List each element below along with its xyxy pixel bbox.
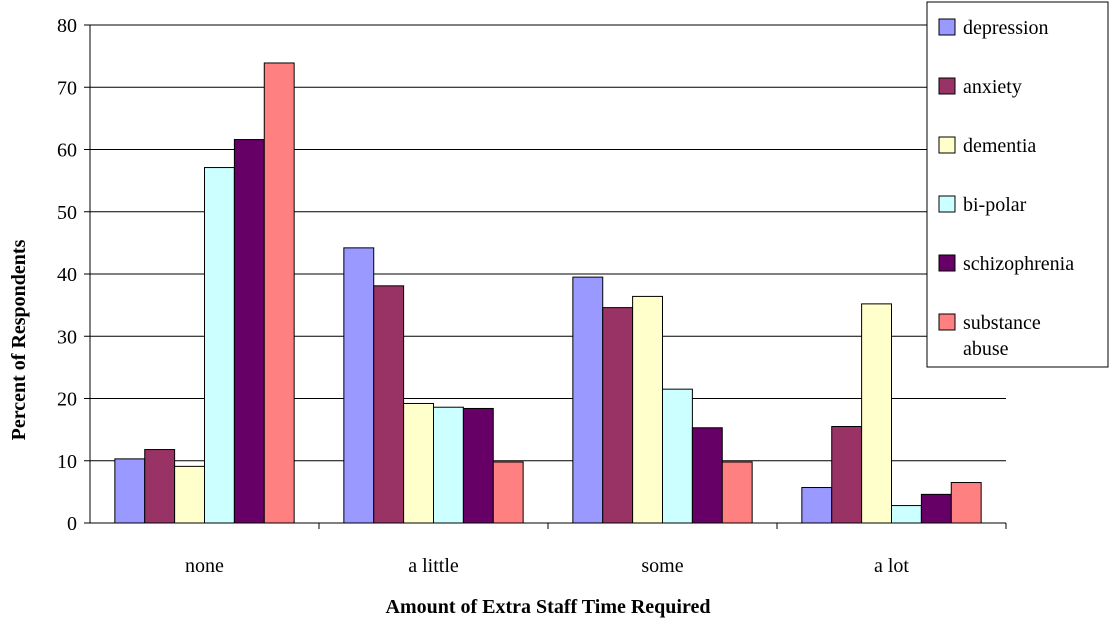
x-tick-label: a lot (874, 555, 909, 577)
bar-depression-a-little (343, 247, 375, 524)
bar-depression-a-lot (801, 487, 833, 524)
legend-swatch (938, 18, 956, 36)
legend-label: anxiety (963, 76, 1022, 98)
x-tick-label: a little (408, 555, 459, 577)
x-tick-label: none (185, 555, 224, 577)
y-tick-label: 40 (57, 264, 77, 286)
y-tick-label: 50 (57, 202, 77, 224)
legend-label: schizophrenia (963, 253, 1074, 275)
legend-label: substance (963, 312, 1041, 334)
legend-swatch (938, 254, 956, 272)
y-tick-label: 10 (57, 451, 77, 473)
bar-anxiety-a-lot (831, 426, 863, 524)
bar-anxiety-some (602, 307, 634, 524)
legend-label: bi-polar (963, 194, 1027, 216)
y-tick-label: 20 (57, 389, 77, 411)
bar-substance-abuse-a-lot (950, 482, 982, 524)
legend-swatch (938, 313, 956, 331)
y-tick-label: 70 (57, 77, 77, 99)
legend: depression anxiety dementia bi-polar schizop… (926, 1, 1109, 368)
legend-swatch (938, 136, 956, 154)
bar-bi-polar-none (204, 167, 235, 524)
bar-substance-abuse-none (263, 62, 295, 524)
bar-dementia-none (174, 465, 205, 524)
bar-depression-none (114, 458, 146, 524)
bar-substance-abuse-a-little (492, 461, 524, 524)
bar-schizophrenia-a-little (462, 407, 494, 524)
y-tick-labels: 0 10 20 30 40 50 60 70 80 (57, 15, 90, 535)
legend-swatch (938, 195, 956, 213)
legend-label: depression (963, 17, 1049, 39)
x-tick-label: some (641, 555, 683, 577)
x-axis-title: Amount of Extra Staff Time Required (386, 596, 711, 618)
bar-substance-abuse-some (721, 461, 753, 524)
x-tick-labels: none a little some a lot (185, 523, 1007, 577)
y-tick-label: 60 (57, 140, 77, 162)
bar-schizophrenia-a-lot (920, 493, 952, 524)
legend-label: dementia (963, 135, 1036, 157)
legend-label: abuse (963, 338, 1009, 360)
bar-schizophrenia-none (233, 139, 265, 524)
bar-dementia-a-little (403, 402, 435, 524)
bar-anxiety-none (144, 449, 176, 524)
y-tick-label: 0 (67, 513, 77, 535)
bar-bi-polar-some (662, 388, 693, 524)
bar-bi-polar-a-little (433, 406, 464, 524)
bar-anxiety-a-little (373, 285, 405, 524)
bars (114, 62, 982, 524)
legend-box (926, 1, 1109, 368)
y-axis-title: Percent of Respondents (8, 239, 30, 440)
bar-bi-polar-a-lot (891, 505, 922, 524)
y-tick-label: 80 (57, 15, 77, 37)
bar-schizophrenia-some (691, 427, 723, 524)
y-tick-label: 30 (57, 326, 77, 348)
legend-swatch (938, 77, 956, 95)
bar-depression-some (572, 276, 604, 524)
bar-dementia-some (632, 295, 663, 524)
bar-dementia-a-lot (861, 303, 892, 524)
